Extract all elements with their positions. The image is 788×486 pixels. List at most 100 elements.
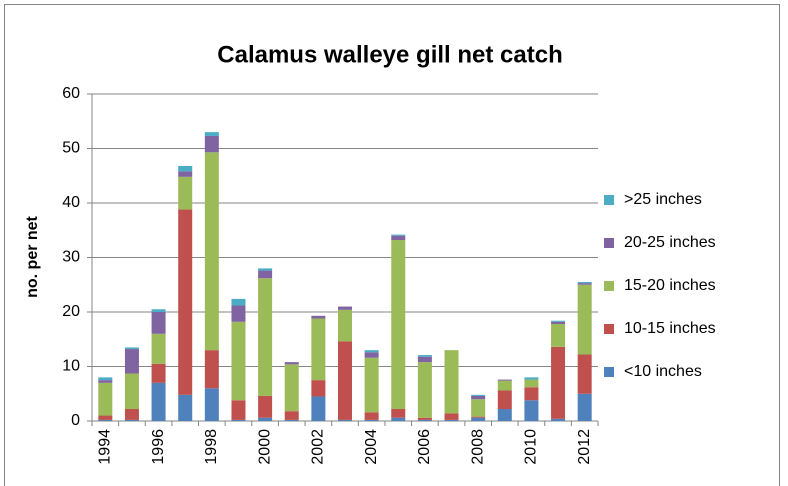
bar-segment bbox=[524, 379, 539, 388]
bar-segment bbox=[124, 349, 139, 374]
legend-label: <10 inches bbox=[624, 363, 702, 380]
bar-segment bbox=[577, 284, 592, 355]
bar-segment bbox=[284, 364, 299, 412]
bar-segment bbox=[577, 354, 592, 394]
x-tick-label: 1998 bbox=[203, 429, 220, 465]
bar-segment bbox=[577, 393, 592, 421]
bar-segment bbox=[497, 390, 512, 410]
bar-segment bbox=[151, 363, 166, 383]
bar-segment bbox=[311, 380, 326, 397]
y-tick-label: 10 bbox=[62, 358, 80, 375]
bar-segment bbox=[284, 411, 299, 420]
bar-segment bbox=[551, 346, 566, 419]
bar-segment bbox=[391, 234, 406, 236]
bar-segment bbox=[98, 380, 113, 383]
bar-segment bbox=[577, 282, 592, 284]
bar-segment bbox=[258, 417, 273, 421]
bar-segment bbox=[444, 419, 459, 421]
legend-label: 20-25 inches bbox=[624, 234, 716, 251]
bar-segment bbox=[551, 418, 566, 421]
bar-segment bbox=[258, 395, 273, 418]
y-tick-label: 30 bbox=[62, 249, 80, 266]
bar-segment bbox=[151, 312, 166, 334]
y-tick-label: 50 bbox=[62, 140, 80, 157]
bar-segment bbox=[98, 377, 113, 381]
bar-segment bbox=[364, 357, 379, 413]
bar-segment bbox=[391, 240, 406, 410]
bar-segment bbox=[204, 132, 219, 136]
bar-segment bbox=[471, 395, 486, 400]
bar-segment bbox=[124, 419, 139, 421]
bar-segment bbox=[417, 419, 432, 421]
bar-segment bbox=[231, 419, 246, 421]
bar-segment bbox=[311, 396, 326, 421]
bar-segment bbox=[258, 270, 273, 279]
bar-segment bbox=[471, 394, 486, 396]
bar-segment bbox=[338, 309, 352, 342]
x-tick-label: 2012 bbox=[576, 429, 593, 465]
bar-segment bbox=[497, 379, 512, 381]
bar-segment bbox=[471, 417, 486, 421]
bar-segment bbox=[151, 382, 166, 421]
bar-segment bbox=[471, 399, 486, 417]
bar-segment bbox=[338, 419, 352, 421]
legend-swatch bbox=[604, 281, 614, 291]
bar-segment bbox=[364, 350, 379, 353]
bar-segment bbox=[444, 350, 459, 414]
bar-segment bbox=[231, 321, 246, 401]
bar-segment bbox=[524, 377, 539, 380]
bar-segment bbox=[338, 306, 352, 310]
x-tick-label: 2008 bbox=[469, 429, 486, 465]
bar-segment bbox=[98, 382, 113, 416]
bar-segment bbox=[124, 409, 139, 420]
bar-segment bbox=[391, 235, 406, 241]
bar-segment bbox=[98, 415, 113, 420]
bar-segment bbox=[444, 413, 459, 420]
bar-segment bbox=[178, 176, 193, 210]
x-tick-label: 2004 bbox=[363, 429, 380, 465]
bar-segment bbox=[124, 373, 139, 410]
bar-segment bbox=[204, 350, 219, 389]
bar-segment bbox=[151, 333, 166, 364]
bar-segment bbox=[204, 135, 219, 153]
y-tick-label: 20 bbox=[62, 303, 80, 320]
bar-segment bbox=[417, 355, 432, 357]
x-tick-label: 2010 bbox=[523, 429, 540, 465]
legend-label: 15-20 inches bbox=[624, 277, 716, 294]
bar-segment bbox=[391, 409, 406, 418]
bar-segment bbox=[364, 419, 379, 421]
legend-swatch bbox=[604, 195, 614, 205]
x-tick-label: 2006 bbox=[416, 429, 433, 465]
bar-segment bbox=[364, 352, 379, 358]
bar-segment bbox=[497, 380, 512, 391]
bar-segment bbox=[524, 387, 539, 401]
bar-segment bbox=[364, 412, 379, 420]
x-tick-label: 1994 bbox=[97, 429, 114, 465]
bar-segment bbox=[417, 362, 432, 418]
bar-segment bbox=[551, 321, 566, 324]
bar-segment bbox=[124, 347, 139, 350]
bar-segment bbox=[98, 419, 113, 421]
bar-segment bbox=[258, 278, 273, 396]
bar-segment bbox=[204, 152, 219, 351]
bar-segment bbox=[391, 417, 406, 421]
bar-segment bbox=[551, 323, 566, 347]
bar-segment bbox=[417, 417, 432, 420]
bar-segment bbox=[231, 298, 246, 306]
bar-segment bbox=[231, 400, 246, 420]
legend-swatch bbox=[604, 238, 614, 248]
bar-segment bbox=[178, 209, 193, 395]
y-axis-label: no. per net bbox=[24, 215, 41, 297]
bar-segment bbox=[311, 315, 326, 319]
bar-segment bbox=[338, 341, 352, 420]
bar-segment bbox=[284, 362, 299, 365]
bar-segment bbox=[231, 305, 246, 322]
legend-swatch bbox=[604, 367, 614, 377]
legend-label: >25 inches bbox=[624, 191, 702, 208]
bar-segment bbox=[497, 409, 512, 421]
bar-segment bbox=[258, 268, 273, 271]
y-tick-label: 0 bbox=[71, 412, 80, 429]
bar-segment bbox=[471, 416, 486, 418]
bar-segment bbox=[311, 318, 326, 381]
